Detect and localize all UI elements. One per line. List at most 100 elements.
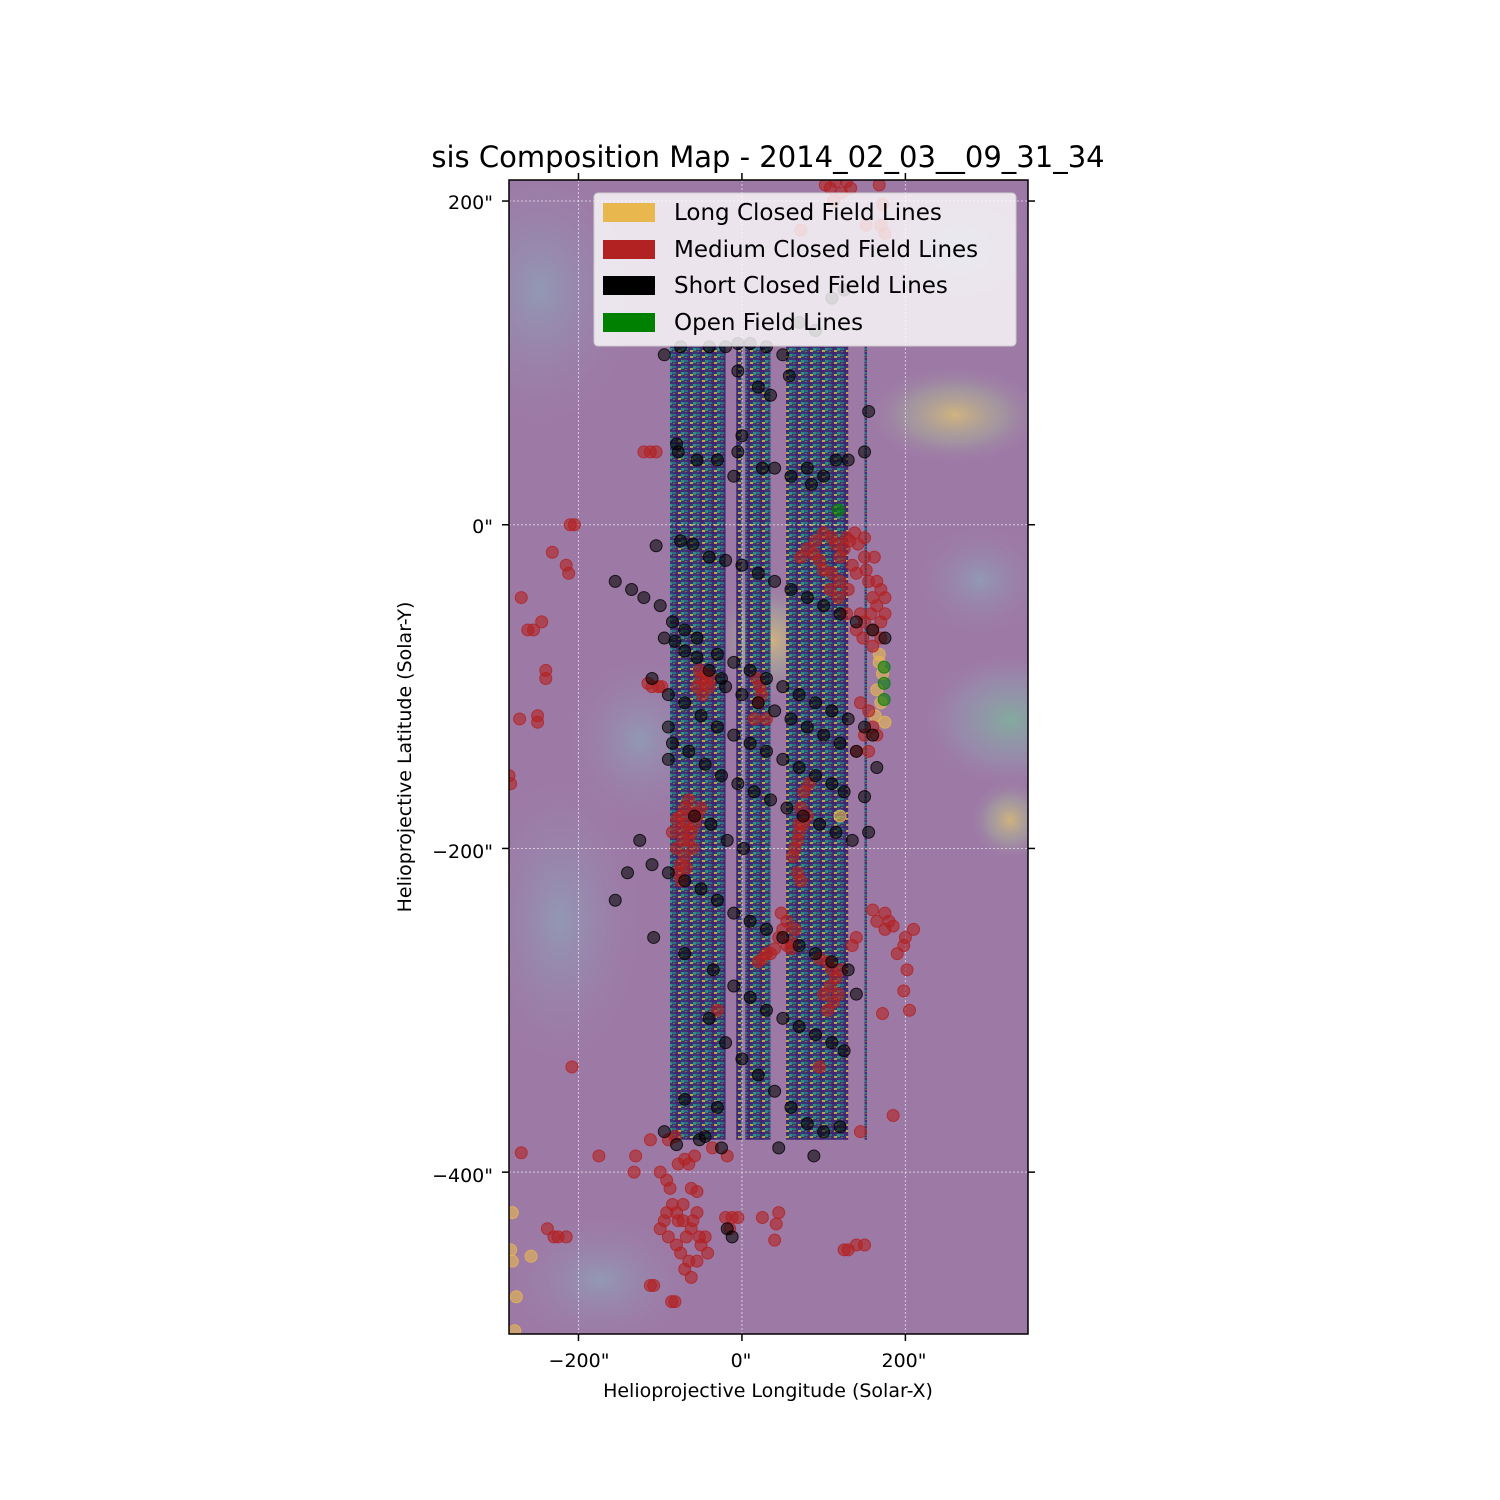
point-short-closed-field-lines — [759, 744, 773, 758]
point-short-closed-field-lines — [776, 752, 790, 766]
point-short-closed-field-lines — [866, 728, 880, 742]
point-short-closed-field-lines — [825, 955, 839, 969]
point-short-closed-field-lines — [768, 1084, 782, 1098]
point-medium-closed-field-lines — [660, 1206, 674, 1220]
point-short-closed-field-lines — [772, 1141, 786, 1155]
point-open-field-lines — [831, 503, 845, 517]
point-short-closed-field-lines — [866, 623, 880, 637]
point-medium-closed-field-lines — [690, 1185, 704, 1199]
point-short-closed-field-lines — [813, 817, 827, 831]
legend-swatch-short-closed — [603, 276, 655, 295]
point-short-closed-field-lines — [682, 744, 696, 758]
point-short-closed-field-lines — [849, 987, 863, 1001]
point-short-closed-field-lines — [776, 680, 790, 694]
point-short-closed-field-lines — [625, 582, 639, 596]
point-short-closed-field-lines — [792, 688, 806, 702]
point-medium-closed-field-lines — [509, 777, 518, 791]
point-medium-closed-field-lines — [701, 1246, 715, 1260]
point-medium-closed-field-lines — [545, 545, 559, 559]
point-medium-closed-field-lines — [531, 715, 545, 729]
legend-label-short-closed: Short Closed Field Lines — [674, 273, 948, 299]
point-short-closed-field-lines — [698, 1130, 712, 1144]
point-short-closed-field-lines — [737, 841, 751, 855]
point-medium-closed-field-lines — [794, 874, 808, 888]
point-medium-closed-field-lines — [841, 582, 855, 596]
point-short-closed-field-lines — [645, 858, 659, 872]
point-medium-closed-field-lines — [872, 180, 886, 192]
point-short-closed-field-lines — [704, 817, 718, 831]
point-medium-closed-field-lines — [627, 1165, 641, 1179]
point-medium-closed-field-lines — [686, 1214, 700, 1228]
point-short-closed-field-lines — [657, 1125, 671, 1139]
legend-swatch-open — [603, 313, 655, 332]
plot-area — [508, 179, 1029, 1335]
y-tick-label: 0" — [472, 516, 493, 538]
point-short-closed-field-lines — [670, 1138, 684, 1152]
point-medium-closed-field-lines — [696, 688, 710, 702]
point-short-closed-field-lines — [710, 893, 724, 907]
point-short-closed-field-lines — [759, 1003, 773, 1017]
point-medium-closed-field-lines — [831, 987, 845, 1001]
point-medium-closed-field-lines — [831, 591, 845, 605]
point-short-closed-field-lines — [690, 631, 704, 645]
point-short-closed-field-lines — [837, 1044, 851, 1058]
point-short-closed-field-lines — [747, 785, 761, 799]
point-short-closed-field-lines — [621, 866, 635, 880]
point-short-closed-field-lines — [808, 947, 822, 961]
point-short-closed-field-lines — [808, 1028, 822, 1042]
point-short-closed-field-lines — [690, 453, 704, 467]
point-short-closed-field-lines — [784, 712, 798, 726]
point-medium-closed-field-lines — [684, 1270, 698, 1284]
point-short-closed-field-lines — [743, 736, 757, 750]
point-medium-closed-field-lines — [592, 1149, 606, 1163]
point-medium-closed-field-lines — [539, 672, 553, 686]
point-short-closed-field-lines — [735, 1052, 749, 1066]
point-medium-closed-field-lines — [514, 591, 528, 605]
point-medium-closed-field-lines — [649, 445, 663, 459]
point-short-closed-field-lines — [690, 650, 704, 664]
point-short-closed-field-lines — [782, 369, 796, 383]
y-axis: 200" 0" −200" −400" Helioprojective Lati… — [394, 192, 493, 1187]
point-medium-closed-field-lines — [862, 704, 876, 718]
point-short-closed-field-lines — [800, 720, 814, 734]
point-short-closed-field-lines — [720, 1222, 734, 1236]
point-medium-closed-field-lines — [731, 1210, 745, 1224]
point-short-closed-field-lines — [817, 469, 831, 483]
point-short-closed-field-lines — [833, 607, 847, 621]
point-short-closed-field-lines — [702, 550, 716, 564]
point-short-closed-field-lines — [649, 539, 663, 553]
point-medium-closed-field-lines — [565, 1060, 579, 1074]
point-short-closed-field-lines — [727, 469, 741, 483]
point-medium-closed-field-lines — [823, 582, 837, 596]
point-medium-closed-field-lines — [864, 607, 878, 621]
point-medium-closed-field-lines — [907, 922, 921, 936]
point-medium-closed-field-lines — [527, 623, 541, 637]
point-long-closed-field-lines — [878, 715, 892, 729]
x-tick-label: 200" — [881, 1350, 926, 1372]
point-medium-closed-field-lines — [844, 181, 858, 195]
point-long-closed-field-lines — [509, 1290, 523, 1304]
point-long-closed-field-lines — [509, 1324, 522, 1334]
point-medium-closed-field-lines — [643, 1278, 657, 1292]
point-short-closed-field-lines — [608, 893, 622, 907]
point-medium-closed-field-lines — [663, 1181, 677, 1195]
tick-marks — [502, 173, 1035, 1341]
point-short-closed-field-lines — [792, 761, 806, 775]
point-medium-closed-field-lines — [514, 1146, 528, 1160]
point-short-closed-field-lines — [764, 388, 778, 402]
point-short-closed-field-lines — [800, 1117, 814, 1131]
point-short-closed-field-lines — [817, 728, 831, 742]
point-short-closed-field-lines — [671, 445, 685, 459]
legend: Long Closed Field Lines Medium Closed Fi… — [593, 192, 1017, 347]
point-short-closed-field-lines — [751, 696, 765, 710]
point-short-closed-field-lines — [706, 963, 720, 977]
point-short-closed-field-lines — [678, 947, 692, 961]
point-medium-closed-field-lines — [710, 1003, 724, 1017]
point-short-closed-field-lines — [710, 453, 724, 467]
point-short-closed-field-lines — [870, 761, 884, 775]
point-medium-closed-field-lines — [897, 939, 911, 953]
x-axis-label: Helioprojective Longitude (Solar-X) — [603, 1380, 933, 1402]
point-short-closed-field-lines — [858, 445, 872, 459]
point-short-closed-field-lines — [808, 769, 822, 783]
point-short-closed-field-lines — [817, 1125, 831, 1139]
